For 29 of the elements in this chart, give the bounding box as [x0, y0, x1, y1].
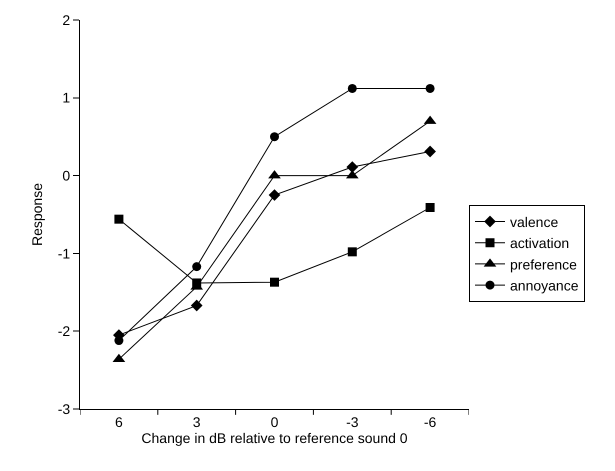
y-tick-label: 1 [62, 90, 70, 106]
legend-label: activation [510, 235, 570, 252]
point [114, 214, 124, 224]
point [270, 278, 279, 287]
x-axis-title: Change in dB relative to reference sound 0 [141, 430, 408, 446]
point [426, 84, 435, 93]
point [190, 300, 203, 312]
point [426, 203, 435, 212]
legend-label: preference [510, 256, 578, 272]
point [270, 132, 279, 142]
point [346, 161, 358, 173]
y-tick-label: -3 [58, 400, 70, 417]
y-axis-title: Response [29, 182, 45, 246]
y-tick-label: -1 [58, 245, 70, 262]
point [348, 247, 357, 256]
y-tick-label: -2 [58, 323, 70, 340]
legend-label: valence [510, 214, 558, 230]
y-tick-label: 0 [62, 168, 70, 184]
x-tick-label: 6 [115, 414, 123, 430]
x-tick-label: -6 [424, 414, 437, 430]
y-tick-label: 2 [62, 12, 70, 28]
point [268, 189, 280, 201]
x-tick-label: -3 [346, 414, 359, 430]
point [424, 146, 436, 158]
legend-label: annoyance [510, 278, 579, 294]
x-tick-label: 0 [270, 414, 279, 430]
point [192, 262, 202, 272]
x-tick-label: 3 [192, 414, 201, 430]
point [348, 84, 357, 93]
